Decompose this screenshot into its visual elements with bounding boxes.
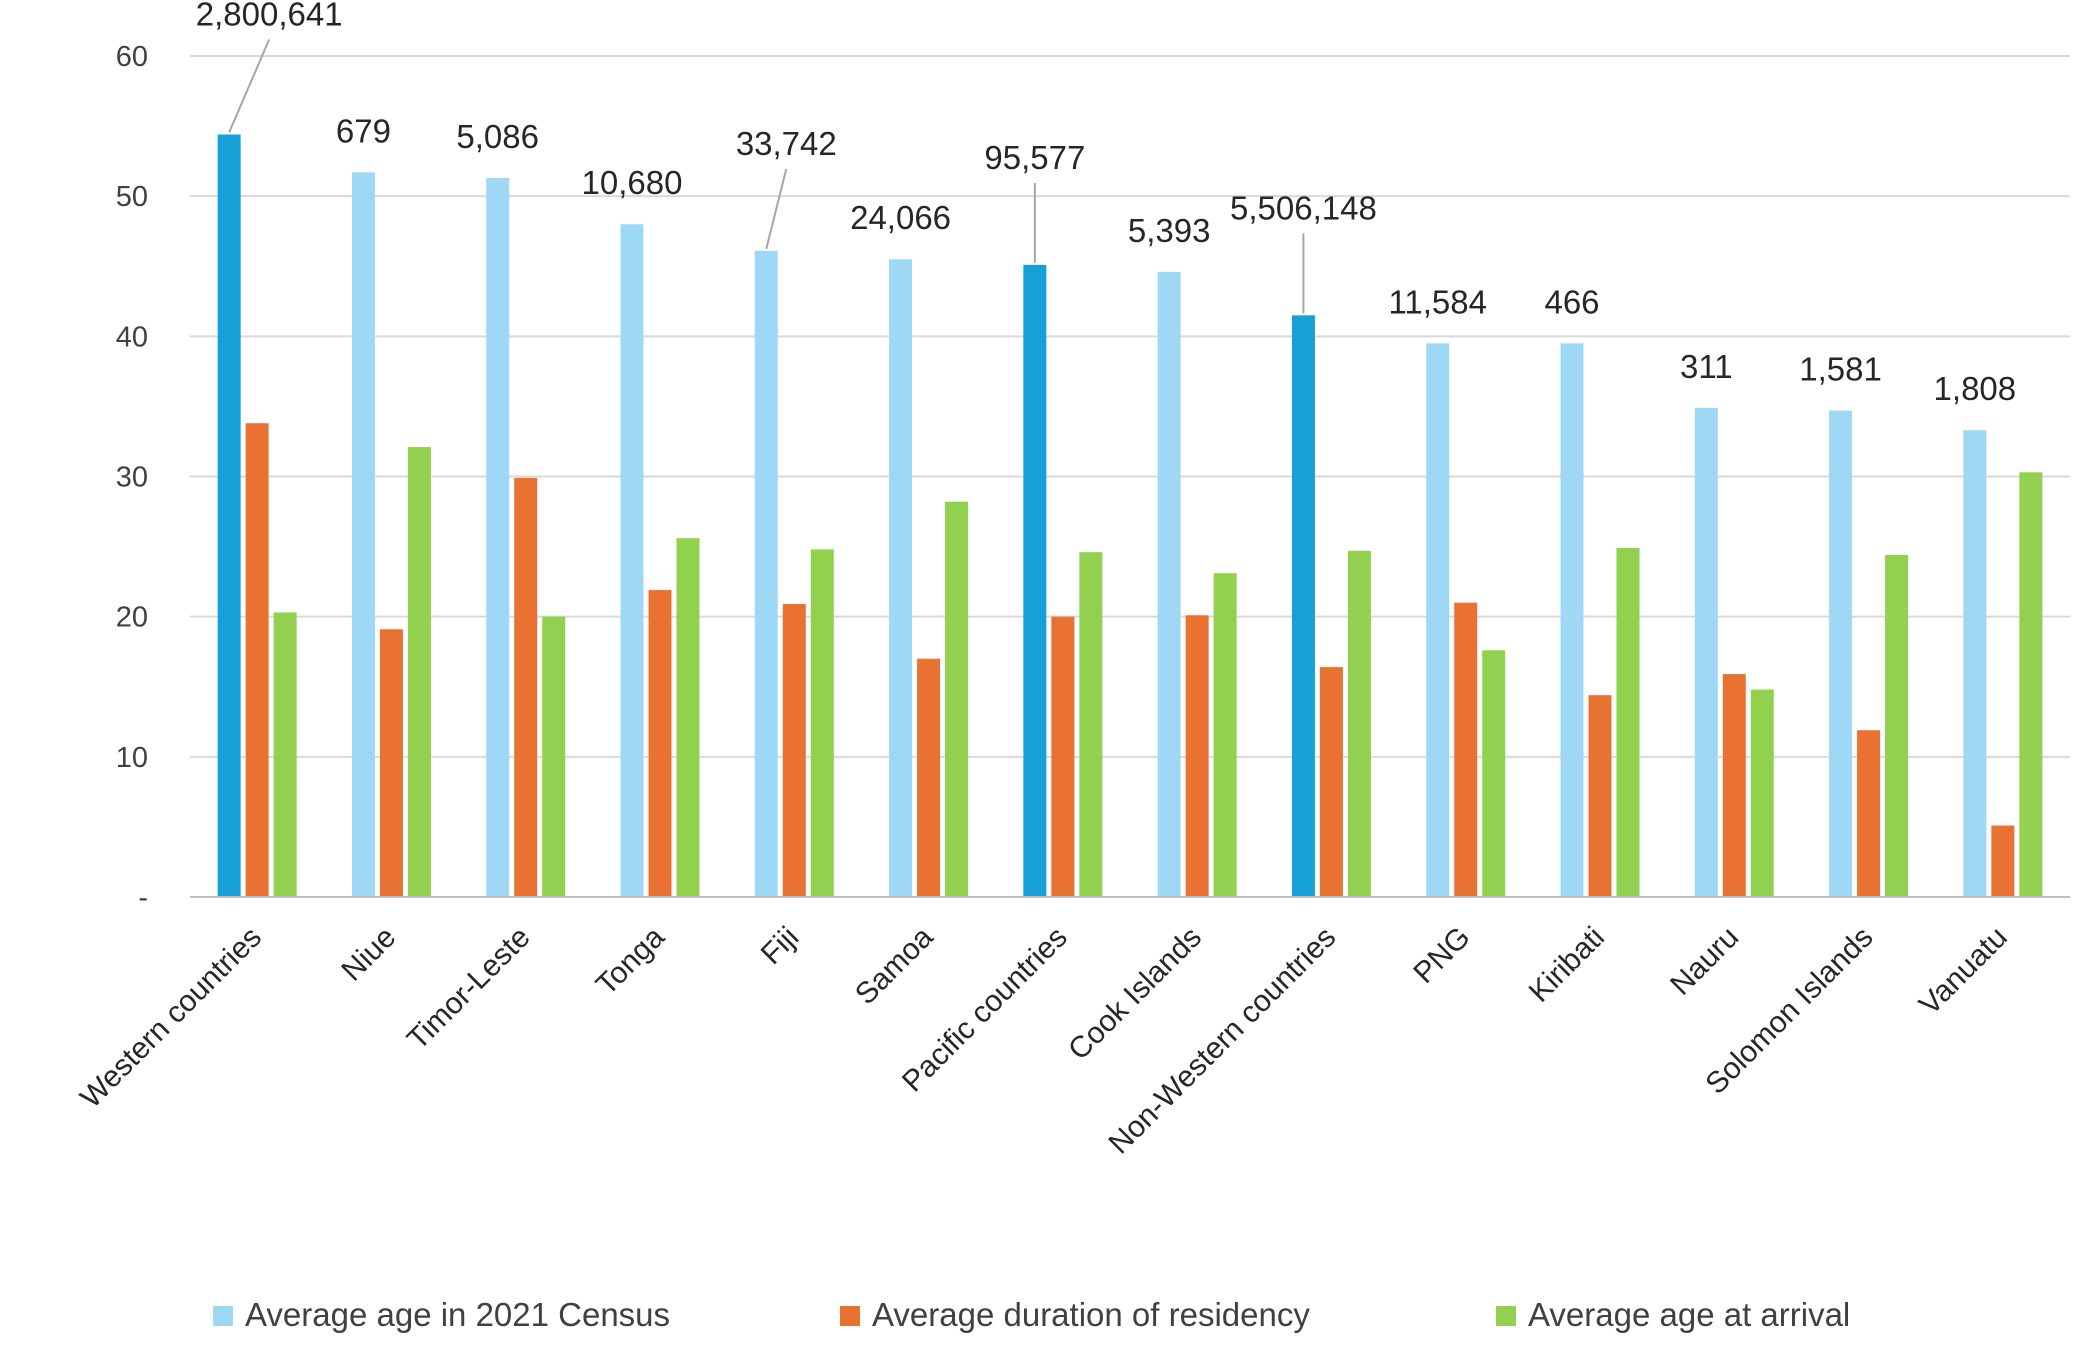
- data-label-png: 11,584: [1388, 283, 1486, 320]
- y-tick-label-0: -: [138, 882, 148, 914]
- bar-average-age-at-arrival-nauru: [1750, 689, 1774, 897]
- bar-average-age-at-arrival-kiribati: [1616, 547, 1640, 897]
- legend: Average age in 2021 Census Average durati…: [213, 1296, 1850, 1333]
- data-label-samoa: 24,066: [850, 199, 951, 236]
- leader-line-fiji: [765, 168, 788, 250]
- legend-label-average-age-in-2021-census: Average age in 2021 Census: [245, 1296, 670, 1333]
- bar-average-duration-of-residency-timor-leste: [514, 477, 538, 897]
- bar-average-age-at-arrival-cook-islands: [1213, 573, 1237, 897]
- bar-average-age-at-arrival-png: [1482, 650, 1506, 897]
- bar-average-age-in-2021-census-niue: [351, 172, 375, 898]
- bar-average-age-in-2021-census-pacific-countries: [1023, 264, 1047, 897]
- x-tick-label-nauru: Nauru: [1664, 921, 1745, 1002]
- bar-average-age-in-2021-census-western-countries: [217, 134, 241, 897]
- x-tick-label-non-western-countries: Non-Western countries: [1102, 921, 1342, 1161]
- x-tick-label-vanuatu: Vanuatu: [1913, 921, 2014, 1022]
- x-tick-label-tonga: Tonga: [590, 920, 671, 1001]
- bar-average-age-at-arrival-timor-leste: [542, 616, 566, 897]
- data-label-kiribati: 466: [1544, 283, 1599, 320]
- y-tick-label-50: 50: [116, 181, 148, 213]
- y-tick-label-20: 20: [116, 602, 148, 634]
- legend-swatch-average-age-at-arrival: [1496, 1306, 1516, 1326]
- bar-average-age-in-2021-census-vanuatu: [1963, 430, 1987, 897]
- data-label-niue: 679: [336, 112, 391, 149]
- x-tick-label-fiji: Fiji: [755, 921, 805, 971]
- leader-line-western-countries: [228, 39, 271, 133]
- legend-swatch-average-duration-of-residency: [840, 1306, 860, 1326]
- x-tick-label-timor-leste: Timor-Leste: [401, 921, 537, 1057]
- bar-average-age-at-arrival-samoa: [945, 501, 969, 897]
- bar-average-age-in-2021-census-timor-leste: [486, 177, 510, 897]
- bar-average-age-in-2021-census-cook-islands: [1157, 271, 1181, 897]
- bar-average-age-at-arrival-solomon-islands: [1885, 554, 1909, 897]
- x-tick-label-samoa: Samoa: [849, 920, 940, 1011]
- y-tick-label-30: 30: [116, 462, 148, 494]
- bar-average-duration-of-residency-cook-islands: [1185, 615, 1209, 897]
- bar-average-duration-of-residency-tonga: [648, 590, 672, 897]
- x-tick-label-cook-islands: Cook Islands: [1062, 921, 1208, 1067]
- gridlines: [190, 55, 2070, 758]
- legend-swatch-average-age-in-2021-census: [213, 1306, 233, 1326]
- bar-average-age-in-2021-census-samoa: [889, 259, 913, 897]
- bar-average-duration-of-residency-png: [1454, 602, 1478, 897]
- data-label-fiji: 33,742: [736, 125, 837, 162]
- bar-average-age-at-arrival-vanuatu: [2019, 472, 2043, 897]
- bar-average-age-in-2021-census-tonga: [620, 224, 644, 897]
- data-labels: 2,800,641 679 5,086 10,680 33,742 24,066 95,57…: [196, 0, 2016, 407]
- data-label-western-countries: 2,800,641: [196, 0, 343, 32]
- bar-average-age-in-2021-census-kiribati: [1560, 343, 1584, 897]
- data-label-cook-islands: 5,393: [1128, 212, 1211, 249]
- x-tick-label-niue: Niue: [335, 921, 402, 988]
- data-label-timor-leste: 5,086: [456, 118, 539, 155]
- bar-average-age-in-2021-census-solomon-islands: [1829, 410, 1853, 897]
- bar-average-age-in-2021-census-fiji: [754, 250, 778, 897]
- bar-average-duration-of-residency-samoa: [917, 658, 941, 897]
- data-label-vanuatu: 1,808: [1934, 370, 2017, 407]
- legend-label-average-duration-of-residency: Average duration of residency: [872, 1296, 1310, 1333]
- bar-average-duration-of-residency-niue: [379, 629, 403, 897]
- bar-average-age-at-arrival-fiji: [810, 549, 834, 897]
- bars: [217, 134, 2043, 898]
- y-tick-label-10: 10: [116, 742, 148, 774]
- bar-average-age-at-arrival-pacific-countries: [1079, 552, 1103, 897]
- x-tick-label-western-countries: Western countries: [74, 921, 268, 1115]
- bar-average-duration-of-residency-nauru: [1722, 674, 1746, 897]
- legend-label-average-age-at-arrival: Average age at arrival: [1528, 1296, 1850, 1333]
- bar-average-age-in-2021-census-non-western-countries: [1291, 315, 1315, 897]
- bar-average-duration-of-residency-fiji: [782, 604, 806, 897]
- bar-average-duration-of-residency-western-countries: [245, 423, 269, 897]
- x-tick-label-kiribati: Kiribati: [1523, 921, 1611, 1009]
- bar-average-age-at-arrival-western-countries: [273, 612, 297, 897]
- y-tick-label-40: 40: [116, 321, 148, 353]
- data-label-tonga: 10,680: [582, 164, 683, 201]
- y-tick-label-60: 60: [116, 41, 148, 73]
- bar-average-age-at-arrival-tonga: [676, 538, 700, 897]
- bar-average-age-at-arrival-niue: [407, 447, 431, 897]
- bar-average-age-in-2021-census-nauru: [1694, 407, 1718, 897]
- bar-average-duration-of-residency-solomon-islands: [1857, 730, 1881, 897]
- data-label-solomon-islands: 1,581: [1799, 351, 1882, 388]
- bar-average-duration-of-residency-non-western-countries: [1319, 667, 1343, 897]
- data-label-pacific-countries: 95,577: [984, 139, 1085, 176]
- bar-average-age-in-2021-census-png: [1426, 343, 1450, 897]
- bar-average-duration-of-residency-pacific-countries: [1051, 616, 1075, 897]
- bar-average-age-at-arrival-non-western-countries: [1347, 550, 1371, 897]
- data-label-non-western-countries: 5,506,148: [1230, 189, 1377, 226]
- bar-average-duration-of-residency-kiribati: [1588, 695, 1612, 897]
- bar-average-duration-of-residency-vanuatu: [1991, 825, 2015, 897]
- x-tick-label-png: PNG: [1407, 921, 1476, 990]
- data-label-nauru: 311: [1680, 348, 1733, 385]
